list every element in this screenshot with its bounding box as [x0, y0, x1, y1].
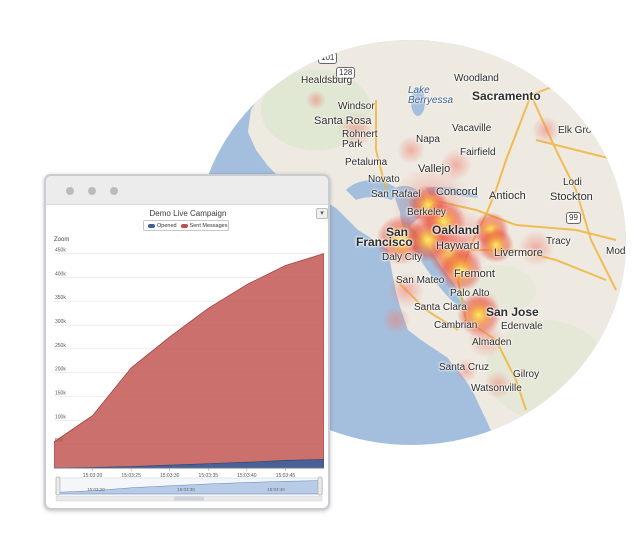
place-napa: Napa	[416, 134, 440, 145]
legend-item-opened[interactable]: Opened	[148, 223, 177, 229]
window-titlebar	[46, 176, 328, 205]
place-edenvale: Edenvale	[501, 321, 543, 332]
place-stockton: Stockton	[550, 191, 593, 203]
place-sacramento: Sacramento	[472, 89, 541, 103]
legend-item-sent-messages[interactable]: Sent Messages	[180, 222, 228, 229]
place-palo-alto: Palo Alto	[450, 288, 490, 299]
map-land	[248, 40, 626, 445]
zoom-label[interactable]: Zoom	[54, 237, 70, 243]
navigator-handle-right[interactable]	[317, 476, 323, 496]
chart-legend: Opened Sent Messages	[143, 220, 229, 231]
place-vacaville: Vacaville	[452, 123, 492, 134]
route-101-shield: 101	[318, 52, 338, 64]
place-elk-grove: Elk Grove	[558, 125, 602, 136]
place-fairfield: Fairfield	[460, 147, 496, 158]
place-woodland: Woodland	[454, 73, 499, 84]
route-128-shield: 128	[336, 67, 356, 79]
place-lodi: Lodi	[563, 177, 582, 188]
browser-window: Demo Live Campaign ▾ Opened Sent Message…	[44, 174, 330, 510]
area-chart-plot[interactable]: 50k100k150k200k250k300k350k400k450k15:03…	[54, 204, 324, 504]
x-tick-label: 15:03:40	[237, 473, 257, 479]
x-tick-label: 15:03:25	[121, 473, 141, 479]
y-tick-label: 450k	[55, 248, 66, 254]
legend-swatch-sent	[180, 223, 188, 228]
place-novato: Novato	[368, 174, 400, 185]
place-petaluma: Petaluma	[345, 157, 388, 168]
window-minimize-dot[interactable]	[88, 187, 96, 195]
route-99-shield: 99	[566, 212, 581, 224]
legend-label-sent: Sent Messages	[189, 222, 228, 229]
place-santa-clara: Santa Clara	[414, 302, 467, 313]
x-tick-label: 15:03:20	[83, 473, 103, 479]
navigator-label: 15:03:40	[267, 487, 285, 492]
y-tick-label: 300k	[55, 319, 66, 325]
x-tick-label: 15:03:30	[160, 473, 180, 479]
place-berkeley: Berkeley	[407, 207, 446, 218]
window-close-dot[interactable]	[66, 187, 74, 195]
legend-swatch-opened	[148, 223, 155, 228]
place-rohnert-park: Rohnert Park	[342, 129, 378, 150]
place-oakland: Oakland	[432, 223, 480, 237]
place-cambrian: Cambrian	[434, 320, 478, 331]
place-daly-city: Daly City	[382, 252, 423, 263]
place-san-francisco-1: San	[386, 225, 409, 239]
place-antioch: Antioch	[489, 190, 526, 202]
place-almaden: Almaden	[472, 337, 512, 348]
place-healdsburg: Healdsburg	[301, 75, 353, 86]
place-fremont: Fremont	[454, 268, 495, 280]
y-tick-label: 150k	[55, 391, 66, 397]
place-vallejo: Vallejo	[418, 163, 451, 175]
place-tracy: Tracy	[546, 236, 571, 247]
place-san-rafael: San Rafael	[371, 189, 421, 200]
place-lake-berryessa: Lake Berryessa	[408, 85, 454, 106]
y-tick-label: 250k	[55, 343, 66, 349]
y-tick-label: 200k	[55, 367, 66, 373]
chart-container: Demo Live Campaign ▾ Opened Sent Message…	[54, 204, 328, 508]
series-area-sent-messages[interactable]	[54, 253, 324, 469]
heatmap-map[interactable]: 101 128 99 Healdsburg Windsor Santa Rosa…	[196, 40, 626, 445]
place-santa-rosa: Santa Rosa	[314, 115, 372, 127]
place-livermore: Livermore	[494, 247, 543, 259]
navigator-label: 15:03:20	[87, 487, 105, 492]
navigator-scrollbar-thumb[interactable]	[174, 496, 204, 501]
x-tick-label: 15:03:35	[199, 473, 219, 479]
place-modesto: Mode	[606, 246, 626, 257]
y-tick-label: 100k	[55, 414, 66, 420]
place-santa-cruz: Santa Cruz	[439, 362, 490, 373]
y-tick-label: 350k	[55, 295, 66, 301]
place-concord: Concord	[436, 186, 478, 198]
series-area-opened[interactable]	[54, 459, 324, 469]
place-hayward: Hayward	[436, 240, 480, 252]
window-maximize-dot[interactable]	[110, 187, 118, 195]
legend-label-opened: Opened	[157, 222, 177, 229]
navigator-handle-left[interactable]	[55, 476, 61, 496]
place-san-jose: San Jose	[486, 305, 539, 319]
place-san-francisco-2: Francisco	[356, 235, 413, 249]
x-tick-label: 15:03:45	[276, 473, 296, 479]
place-gilroy: Gilroy	[513, 369, 540, 380]
y-tick-label: 400k	[55, 271, 66, 277]
place-watsonville: Watsonville	[471, 383, 522, 394]
place-san-mateo: San Mateo	[396, 275, 445, 286]
chart-title: Demo Live Campaign	[149, 209, 227, 218]
place-windsor: Windsor	[338, 101, 375, 112]
download-icon[interactable]: ▾	[316, 208, 328, 219]
navigator-label: 15:03:30	[177, 487, 195, 492]
